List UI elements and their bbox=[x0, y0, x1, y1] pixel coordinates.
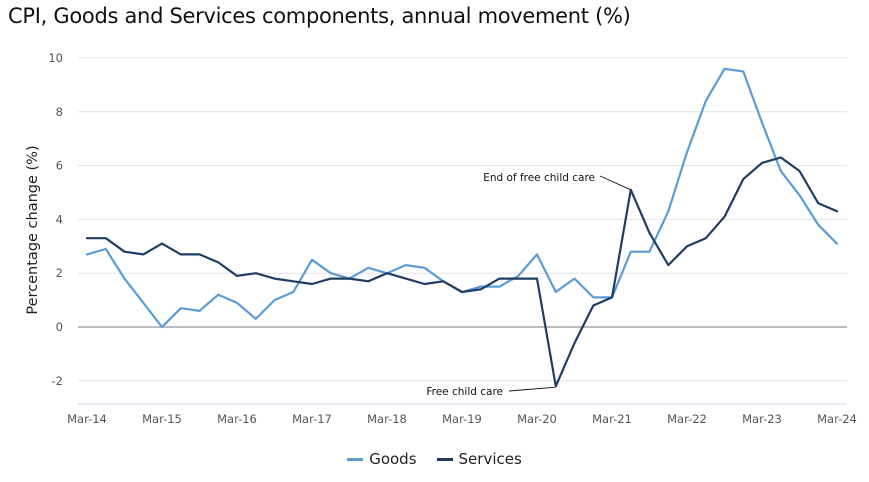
x-tick-label: Mar-17 bbox=[292, 412, 332, 426]
x-tick-label: Mar-19 bbox=[442, 412, 482, 426]
annotation-end-free-child-care: End of free child care bbox=[483, 172, 595, 184]
x-tick-label: Mar-18 bbox=[367, 412, 407, 426]
y-tick-label: 2 bbox=[56, 266, 63, 280]
y-axis-title: Percentage change (%) bbox=[25, 145, 41, 314]
y-axis-ticks: -2 0 2 4 6 8 10 bbox=[48, 51, 63, 388]
y-tick-label: -2 bbox=[52, 374, 63, 388]
x-tick-label: Mar-15 bbox=[142, 412, 182, 426]
y-tick-label: 4 bbox=[56, 212, 63, 226]
x-tick-label: Mar-23 bbox=[742, 412, 782, 426]
series-line-goods bbox=[85, 67, 839, 329]
annotation-free-child-care: Free child care bbox=[426, 386, 503, 398]
x-tick-label: Mar-21 bbox=[592, 412, 632, 426]
y-tick-label: 8 bbox=[56, 105, 63, 119]
x-tick-label: Mar-24 bbox=[817, 412, 857, 426]
legend-label-goods: Goods bbox=[369, 450, 417, 468]
y-tick-label: 0 bbox=[56, 320, 63, 334]
x-tick-label: Mar-14 bbox=[67, 412, 107, 426]
series-line-services bbox=[85, 156, 839, 388]
gridlines bbox=[78, 57, 847, 405]
line-chart: -2 0 2 4 6 8 10 Mar-14 Mar-15 Mar-16 Mar-17 Mar-18… bbox=[25, 51, 857, 426]
chart-title: CPI, Goods and Services components, annu… bbox=[8, 4, 631, 28]
x-axis-ticks: Mar-14 Mar-15 Mar-16 Mar-17 Mar-18 Mar-19 Mar-… bbox=[67, 412, 857, 426]
y-tick-label: 10 bbox=[48, 51, 63, 65]
y-tick-label: 6 bbox=[56, 159, 63, 173]
annotation-leader-line bbox=[599, 175, 631, 191]
legend-swatch-services bbox=[436, 457, 453, 461]
legend-item-services[interactable]: Services bbox=[436, 450, 522, 468]
series-lines bbox=[85, 67, 839, 388]
x-tick-label: Mar-20 bbox=[517, 412, 557, 426]
legend-label-services: Services bbox=[458, 450, 522, 468]
legend-swatch-goods bbox=[347, 457, 364, 461]
annotations: End of free child care Free child care bbox=[426, 172, 631, 398]
annotation-leader-line bbox=[508, 386, 556, 392]
legend: Goods Services bbox=[0, 450, 869, 468]
legend-item-goods[interactable]: Goods bbox=[347, 450, 417, 468]
x-tick-label: Mar-22 bbox=[667, 412, 707, 426]
x-tick-label: Mar-16 bbox=[217, 412, 257, 426]
